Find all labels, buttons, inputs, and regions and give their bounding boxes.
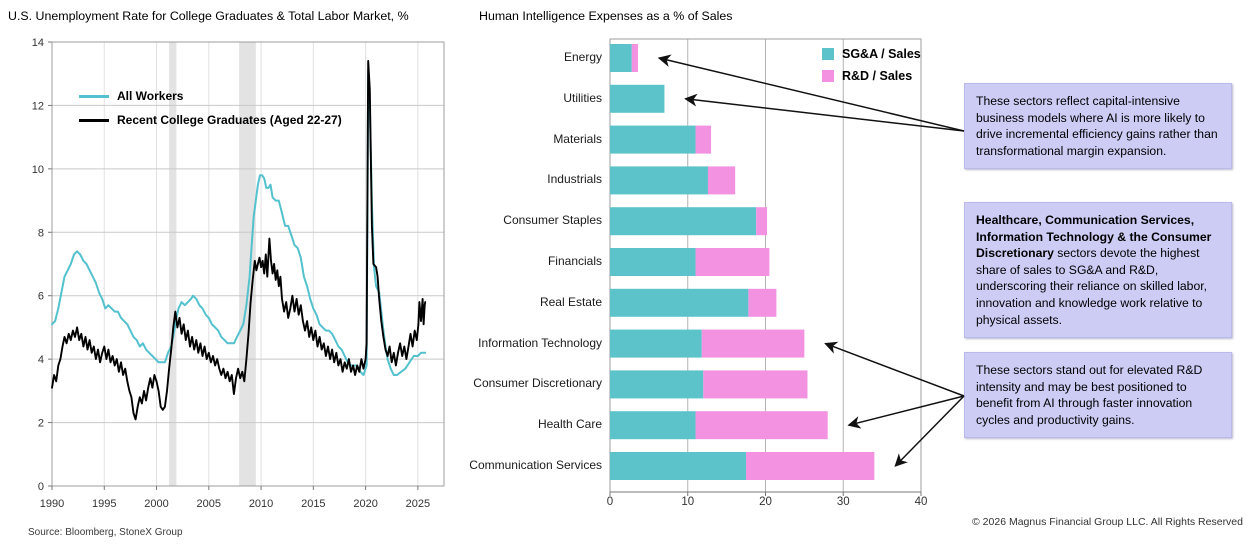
bar-sga-health-care: [610, 411, 696, 440]
callout-text: These sectors reflect capital-intensive …: [976, 94, 1218, 158]
x-tick-label: 30: [837, 496, 850, 508]
bar-sga-utilities: [610, 84, 665, 113]
y-tick-label: 6: [38, 291, 44, 303]
legend-label-all-workers: All Workers: [117, 89, 184, 103]
copyright: © 2026 Magnus Financial Group LLC. All R…: [972, 516, 1243, 528]
y-tick-label: 12: [32, 100, 44, 112]
bar-sga-consumer-discretionary: [610, 370, 704, 399]
x-tick-label: 2000: [144, 498, 168, 510]
x-tick-label: 20: [759, 496, 772, 508]
right-chart-legend: SG&A / Sales R&D / Sales: [822, 47, 921, 91]
series-line-college-grads: [51, 60, 427, 421]
bar-sga-information-technology: [610, 329, 702, 358]
bar-sga-consumer-staples: [610, 207, 757, 236]
x-tick-label: 10: [681, 496, 694, 508]
callout-lead-bold: Healthcare, Communication Services, Info…: [976, 213, 1212, 261]
x-tick-label: 1990: [40, 498, 64, 510]
college-grads-line-swatch: [79, 118, 109, 122]
y-tick-label: 10: [32, 164, 44, 176]
source-note: Source: Bloomberg, StoneX Group: [28, 527, 183, 538]
all-workers-line-swatch: [79, 94, 109, 98]
x-tick-label: 40: [915, 496, 928, 508]
callout-text: These sectors stand out for elevated R&D…: [976, 363, 1203, 427]
plot-border: [51, 41, 445, 487]
bar-rd-communication-services: [746, 452, 875, 480]
callout-capital-intensive: These sectors reflect capital-intensive …: [964, 83, 1232, 170]
bar-rd-information-technology: [701, 329, 805, 358]
sga-swatch: [822, 48, 834, 60]
recession-band: [239, 42, 256, 486]
rd-swatch: [822, 70, 834, 82]
bar-chart: 0 10 20 30 40: [607, 38, 928, 508]
x-tick-label: 2005: [197, 498, 221, 510]
callout-highest-share: Healthcare, Communication Services, Info…: [964, 202, 1232, 339]
y-tick-label: 8: [38, 227, 44, 239]
line-chart: 1990 1995 2000 2005 2010 2015 2020 2025 0 2 4 6 8 10 1…: [32, 37, 445, 510]
bar-rd-consumer-discretionary: [703, 370, 808, 399]
bar-rd-industrials: [707, 166, 736, 195]
bar-sga-communication-services: [610, 452, 747, 480]
bar-sga-financials: [610, 248, 696, 276]
bar-rd-consumer-staples: [756, 207, 768, 236]
bar-rd-health-care: [695, 411, 828, 440]
bar-sga-industrials: [610, 166, 708, 195]
bar-sga-real-estate: [610, 288, 749, 317]
right-chart-title: Human Intelligence Expenses as a % of Sa…: [479, 9, 733, 23]
x-tick-label: 2020: [353, 498, 377, 510]
series-line-all-workers: [51, 69, 427, 376]
x-tick-label: 1995: [92, 498, 116, 510]
bar-rd-materials: [695, 125, 712, 154]
legend-item-all-workers: All Workers: [79, 89, 183, 103]
x-tick-label: 2010: [249, 498, 273, 510]
callout-rd-intensity: These sectors stand out for elevated R&D…: [964, 352, 1232, 439]
legend-label-rd: R&D / Sales: [842, 69, 913, 83]
bar-rd-financials: [695, 248, 770, 276]
recession-band: [169, 42, 177, 486]
y-tick-label: 2: [38, 418, 44, 430]
legend-item-rd: R&D / Sales: [822, 69, 921, 83]
legend-item-sga: SG&A / Sales: [822, 47, 921, 61]
legend-label-college-grads: Recent College Graduates (Aged 22-27): [117, 113, 342, 127]
legend-label-sga: SG&A / Sales: [842, 47, 921, 61]
y-tick-label: 4: [38, 354, 44, 366]
x-tick-label: 0: [607, 496, 613, 508]
y-tick-label: 0: [38, 481, 44, 493]
x-tick-label: 2015: [301, 498, 325, 510]
left-chart-title: U.S. Unemployment Rate for College Gradu…: [8, 9, 409, 23]
bar-sga-energy: [610, 44, 632, 72]
bar-rd-real-estate: [748, 288, 777, 317]
bar-sga-materials: [610, 125, 696, 154]
callout-text: sectors devote the highest share of sale…: [976, 246, 1208, 327]
bar-rd-energy: [631, 44, 638, 72]
y-tick-label: 14: [32, 37, 44, 49]
x-tick-label: 2025: [406, 498, 430, 510]
legend-item-college-grads: Recent College Graduates (Aged 22-27): [79, 113, 342, 127]
